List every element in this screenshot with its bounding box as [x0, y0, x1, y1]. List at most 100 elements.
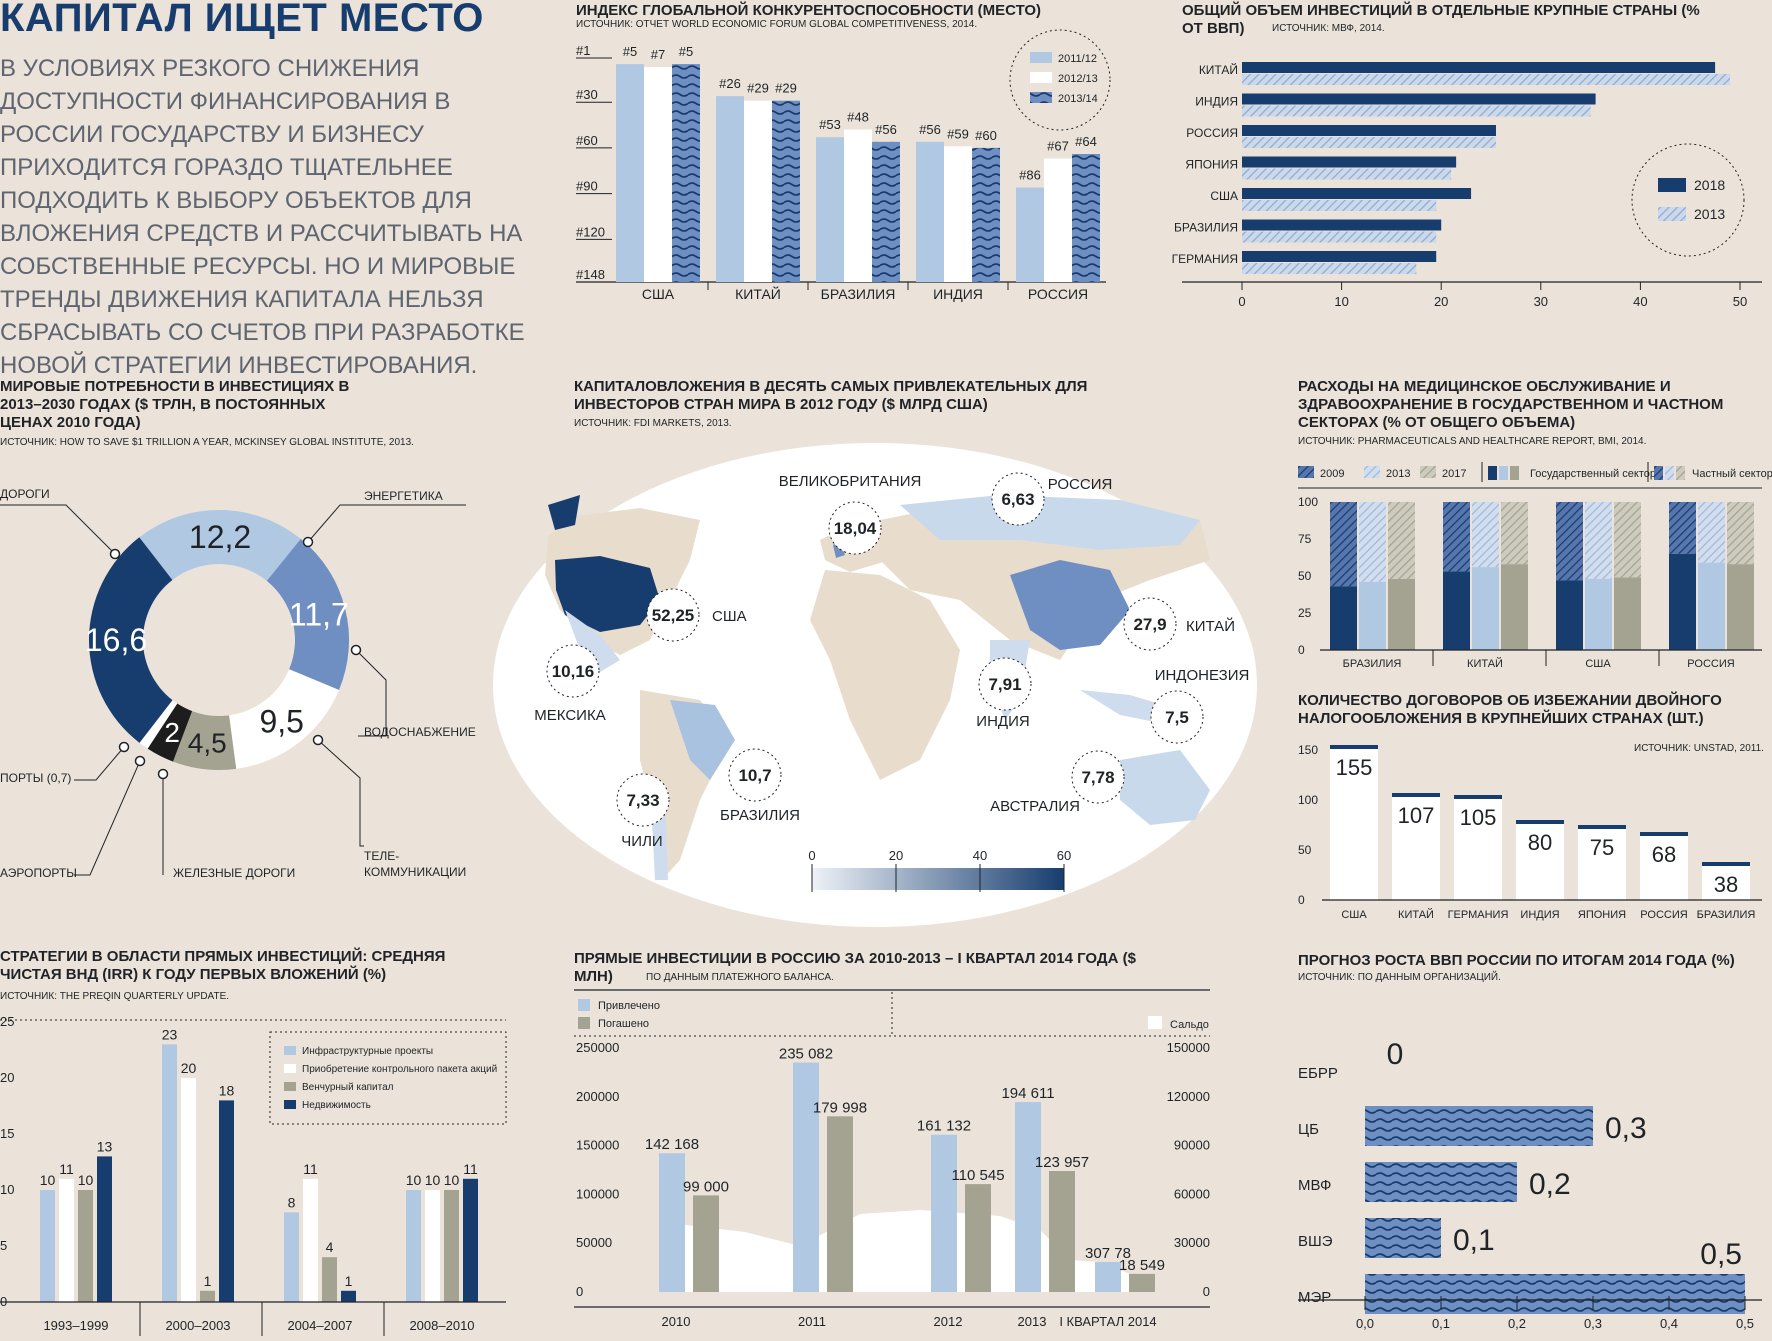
bar-1	[425, 1190, 440, 1302]
bar-public-2009	[1669, 553, 1696, 650]
y-tick-label: ИНДИЯ	[1195, 95, 1238, 109]
data-label: 8	[288, 1194, 296, 1210]
chart-title-gdp-forecast: ПРОГНОЗ РОСТА ВВП РОССИИ ПО ИТОГАМ 2014 …	[1298, 952, 1735, 969]
slice-value: 9,5	[259, 704, 303, 740]
bar-public-2009	[1556, 580, 1583, 650]
bar-cap	[1392, 793, 1440, 797]
bar-public-2017	[1501, 564, 1528, 650]
data-label: 11	[59, 1161, 74, 1177]
data-label: 13	[97, 1138, 113, 1154]
value-bubble	[546, 644, 600, 698]
chart-title-world-needs: МИРОВЫЕ ПОТРЕБНОСТИ В ИНВЕСТИЦИЯХ В 2013…	[0, 378, 350, 431]
country-label: ЧИЛИ	[621, 833, 662, 850]
bar-cap	[1330, 745, 1378, 749]
x-tick-label: 0,0	[1356, 1316, 1374, 1331]
y-tick-label: #30	[576, 87, 598, 102]
chart-title-fdi-map: КАПИТАЛОВЛОЖЕНИЯ В ДЕСЯТЬ САМЫХ ПРИВЛЕКА…	[574, 378, 1088, 413]
data-label: 105	[1460, 805, 1497, 830]
y-tick-label: ВШЭ	[1298, 1233, 1333, 1250]
bar-private-2017	[1614, 502, 1641, 578]
bar-2013/14	[772, 100, 800, 283]
bar-public-2017	[1727, 564, 1754, 650]
legend-label: Погашено	[598, 1018, 649, 1030]
bar-2011/12	[916, 141, 944, 282]
bar-2012/13	[644, 67, 672, 283]
data-label: #60	[975, 128, 997, 143]
data-label: 18	[219, 1082, 235, 1098]
bar-2011/12	[616, 64, 644, 282]
chart-title-fdi-russia: ПРЯМЫЕ ИНВЕСТИЦИИ В РОССИЮ ЗА 2010-2013 …	[574, 950, 1136, 985]
bar-public-2009	[1443, 571, 1470, 650]
x-tick-label: 0,3	[1584, 1316, 1602, 1331]
data-label: 123 957	[1035, 1154, 1089, 1171]
legend-swatch	[1499, 466, 1508, 480]
value-bubble	[1071, 750, 1125, 804]
bar-2018	[1242, 251, 1437, 262]
map-land	[810, 570, 960, 780]
country-label: БРАЗИЛИЯ	[720, 807, 800, 824]
chart-source-tax-treaties: ИСТОЧНИК: UNSTAD, 2011.	[1634, 743, 1764, 754]
bar-cap	[1454, 795, 1502, 799]
investment-gdp-chart: КИТАЙ ИНДИЯ РОССИЯ ЯПОНИЯ США БРАЗИЛИЯ ГЕРМАНИ…	[1172, 62, 1762, 309]
country-label: АВСТРАЛИЯ	[990, 798, 1080, 815]
legend-swatch	[1420, 466, 1436, 478]
chart-title-tax-treaties: КОЛИЧЕСТВО ДОГОВОРОВ ОБ ИЗБЕЖАНИИ ДВОЙНО…	[1298, 692, 1722, 727]
bar-cap	[1702, 862, 1750, 866]
leader-dot	[134, 755, 146, 767]
bar-2013	[1242, 168, 1452, 180]
legend-label: Частный сектор	[1692, 468, 1772, 480]
leader-dot	[118, 741, 130, 753]
y-tick-label: 100000	[576, 1186, 619, 1201]
x-tick-label: ГЕРМАНИЯ	[1448, 909, 1509, 921]
legend-label: Государственный сектор	[1530, 468, 1656, 480]
bar-private-2013	[1698, 502, 1725, 563]
y-tick-label: 20	[0, 1070, 14, 1085]
map-land	[1010, 560, 1130, 650]
donut-slice	[147, 703, 193, 762]
legend-swatch	[1488, 466, 1497, 480]
bar	[1365, 1218, 1441, 1258]
data-label: #59	[947, 126, 969, 141]
legend-box	[269, 1031, 507, 1125]
scale-label: 60	[1057, 848, 1071, 863]
x-tick-label: 0,5	[1736, 1316, 1754, 1331]
country-label: КИТАЙ	[1186, 617, 1235, 635]
legend-label: 2013/14	[1058, 93, 1098, 105]
chart-title-pe-irr: СТРАТЕГИИ В ОБЛАСТИ ПРЯМЫХ ИНВЕСТИЦИЙ: С…	[0, 948, 446, 983]
bar-2011/12	[1016, 187, 1044, 282]
data-label: 10	[444, 1172, 460, 1188]
chart-source-gdp-forecast: ИСТОЧНИК: ПО ДАННЫМ ОРГАНИЗАЦИЙ.	[1298, 972, 1501, 983]
value-bubble	[1123, 597, 1177, 651]
y-tick-label: 0	[576, 1284, 583, 1299]
scale-label: 40	[973, 848, 987, 863]
y-tick-label: 15	[0, 1126, 14, 1141]
leader-line	[0, 504, 116, 555]
x-tick-label: 0,4	[1660, 1316, 1678, 1331]
bar-public-2013	[1698, 562, 1725, 650]
legend-label: 2011/12	[1058, 53, 1097, 65]
legend-label: 2018	[1694, 177, 1725, 193]
bar-public-2013	[1472, 567, 1499, 650]
bar-3	[97, 1156, 112, 1302]
bubble-value: 7,78	[1081, 768, 1114, 787]
country-label: ИНДОНЕЗИЯ	[1155, 667, 1250, 684]
x-tick-label: КИТАЙ	[735, 285, 781, 302]
page-title: КАПИТАЛ ИЩЕТ МЕСТО	[0, 0, 484, 40]
data-label: #56	[919, 122, 941, 137]
legend-label: 2012/13	[1058, 73, 1098, 85]
y-tick-label: 5	[0, 1238, 7, 1253]
value-bubble	[646, 588, 700, 642]
bar-attracted	[931, 1134, 957, 1292]
x-tick-label: КИТАЙ	[1398, 908, 1434, 921]
data-label: #86	[1019, 168, 1041, 183]
x-tick-label: РОССИЯ	[1028, 286, 1088, 302]
bar-2013	[1242, 200, 1437, 211]
bar-2012/13	[944, 146, 972, 282]
balance-area	[660, 1210, 1150, 1292]
legend-swatch	[284, 1046, 296, 1055]
value-bubble	[1150, 690, 1204, 744]
x-tick-label: БРАЗИЛИЯ	[1697, 909, 1756, 921]
bar-3	[463, 1178, 478, 1302]
legend-swatch	[1665, 466, 1674, 480]
bar-attracted	[1015, 1102, 1041, 1292]
